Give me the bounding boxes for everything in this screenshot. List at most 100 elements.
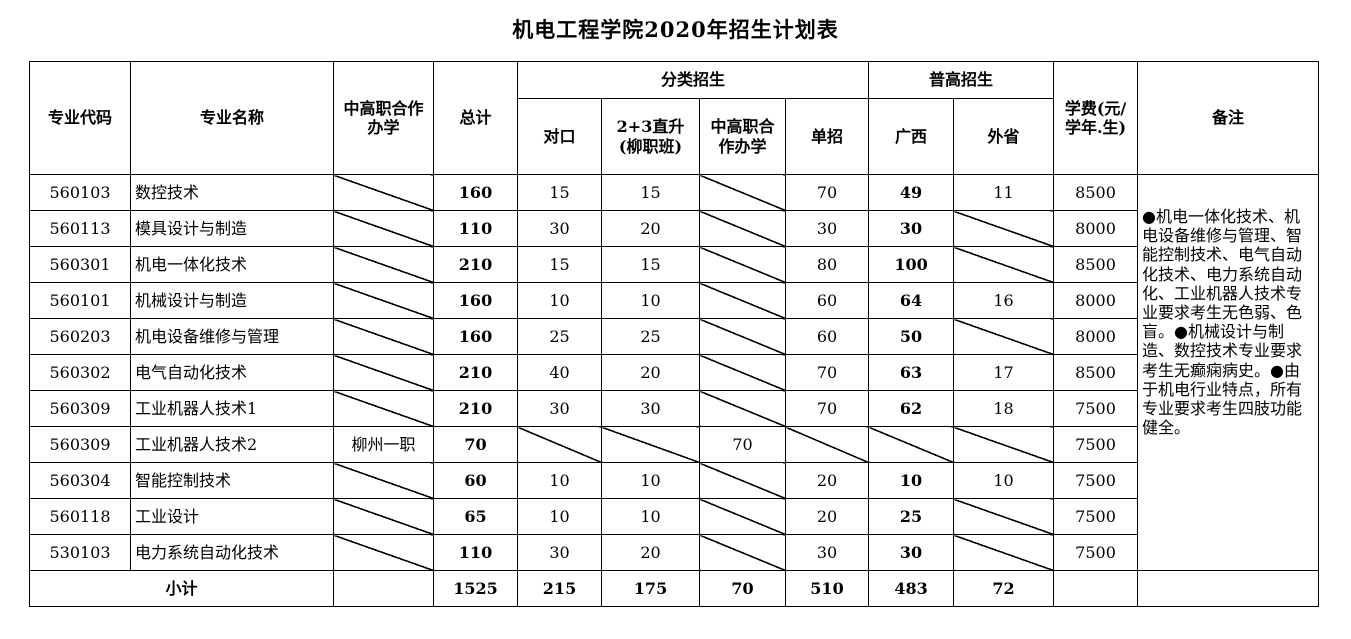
cell-name: 机电设备维修与管理 — [130, 318, 334, 355]
cell-danzhao: 20 — [784, 498, 870, 535]
cell-code: 530103 — [29, 534, 131, 571]
cell-total: 210 — [433, 246, 518, 283]
cell-waisheng — [953, 318, 1055, 355]
cell-coop — [333, 210, 434, 247]
cell-name: 数控技术 — [130, 174, 334, 211]
cell-guangxi: 30 — [868, 210, 955, 247]
cell-coop-sub — [699, 210, 786, 247]
subtotal-fee-empty — [1053, 570, 1139, 607]
cell-coop — [333, 462, 434, 499]
cell-code: 560113 — [29, 210, 131, 247]
cell-duikou: 15 — [517, 246, 602, 283]
cell-coop-sub: 70 — [699, 426, 786, 463]
cell-zhisheng — [601, 426, 700, 463]
cell-fee: 8500 — [1053, 354, 1139, 391]
cell-danzhao: 30 — [784, 534, 870, 571]
subtotal-zhisheng: 175 — [601, 570, 700, 607]
cell-zhisheng: 15 — [601, 246, 700, 283]
cell-zhisheng: 20 — [601, 354, 700, 391]
subtotal-row: 小计 1525 215 175 70 510 483 72 — [29, 570, 1320, 607]
cell-waisheng: 18 — [953, 390, 1055, 427]
enrollment-plan-table: 专业代码 专业名称 中高职合作办学 总计 分类招生 普高招生 学费(元/学年.生… — [29, 61, 1320, 607]
cell-coop — [333, 534, 434, 571]
cell-total: 70 — [433, 426, 518, 463]
cell-zhisheng: 10 — [601, 282, 700, 319]
cell-coop — [333, 318, 434, 355]
cell-duikou: 25 — [517, 318, 602, 355]
cell-guangxi: 64 — [868, 282, 955, 319]
subtotal-duikou: 215 — [517, 570, 602, 607]
subtotal-waisheng: 72 — [953, 570, 1055, 607]
cell-duikou: 30 — [517, 534, 602, 571]
header-danzhao: 单招 — [784, 98, 870, 175]
cell-name: 工业设计 — [130, 498, 334, 535]
cell-danzhao — [784, 426, 870, 463]
cell-coop-sub — [699, 354, 786, 391]
header-name: 专业名称 — [130, 61, 334, 175]
subtotal-guangxi: 483 — [868, 570, 955, 607]
cell-fee: 8500 — [1053, 174, 1139, 211]
cell-fee: 7500 — [1053, 426, 1139, 463]
cell-zhisheng: 25 — [601, 318, 700, 355]
cell-danzhao: 20 — [784, 462, 870, 499]
table-row: 560309 工业机器人技术2 柳州一职 70 70 7500 — [29, 426, 1319, 463]
cell-guangxi: 25 — [868, 498, 955, 535]
subtotal-remarks-empty — [1137, 570, 1320, 607]
cell-danzhao: 60 — [784, 282, 870, 319]
cell-name: 机电一体化技术 — [130, 246, 334, 283]
remarks-text: ●机电一体化技术、机电设备维修与管理、智能控制技术、电气自动化技术、电力系统自动… — [1137, 174, 1320, 571]
cell-coop-sub — [699, 534, 786, 571]
cell-coop — [333, 498, 434, 535]
cell-coop — [333, 390, 434, 427]
cell-zhisheng: 20 — [601, 210, 700, 247]
cell-duikou: 10 — [517, 498, 602, 535]
cell-fee: 8000 — [1053, 210, 1139, 247]
cell-code: 560304 — [29, 462, 131, 499]
cell-guangxi — [868, 426, 955, 463]
cell-guangxi: 49 — [868, 174, 955, 211]
cell-total: 110 — [433, 534, 518, 571]
subtotal-coop-empty — [333, 570, 434, 607]
cell-zhisheng: 10 — [601, 462, 700, 499]
table-row: 560304 智能控制技术 60 10 10 20 10 10 7500 — [29, 462, 1319, 499]
subtotal-label: 小计 — [29, 570, 334, 607]
cell-zhisheng: 10 — [601, 498, 700, 535]
header-code: 专业代码 — [29, 61, 131, 175]
header-coop: 中高职合作办学 — [333, 61, 434, 175]
table-row: 560302 电气自动化技术 210 40 20 70 63 17 8500 — [29, 354, 1319, 391]
cell-total: 110 — [433, 210, 518, 247]
cell-name: 工业机器人技术1 — [130, 390, 334, 427]
cell-coop-sub — [699, 390, 786, 427]
cell-guangxi: 50 — [868, 318, 955, 355]
cell-coop: 柳州一职 — [333, 426, 434, 463]
subtotal-coop-sub: 70 — [699, 570, 786, 607]
cell-danzhao: 70 — [784, 174, 870, 211]
cell-waisheng — [953, 534, 1055, 571]
header-coop-sub: 中高职合作办学 — [699, 98, 786, 175]
cell-code: 560309 — [29, 426, 131, 463]
cell-code: 560302 — [29, 354, 131, 391]
cell-fee: 8000 — [1053, 318, 1139, 355]
cell-name: 电气自动化技术 — [130, 354, 334, 391]
cell-fee: 7500 — [1053, 498, 1139, 535]
cell-waisheng — [953, 498, 1055, 535]
cell-waisheng — [953, 246, 1055, 283]
cell-danzhao: 70 — [784, 390, 870, 427]
header-general-group: 普高招生 — [868, 61, 1055, 99]
cell-guangxi: 63 — [868, 354, 955, 391]
cell-coop-sub — [699, 246, 786, 283]
header-fee: 学费(元/学年.生) — [1053, 61, 1139, 175]
cell-coop-sub — [699, 282, 786, 319]
cell-total: 160 — [433, 174, 518, 211]
table-row: 560113 模具设计与制造 110 30 20 30 30 8000 — [29, 210, 1319, 247]
cell-duikou: 10 — [517, 462, 602, 499]
cell-fee: 7500 — [1053, 390, 1139, 427]
header-waisheng: 外省 — [953, 98, 1055, 175]
cell-waisheng: 17 — [953, 354, 1055, 391]
header-duikou: 对口 — [517, 98, 602, 175]
cell-name: 电力系统自动化技术 — [130, 534, 334, 571]
cell-guangxi: 100 — [868, 246, 955, 283]
cell-fee: 7500 — [1053, 462, 1139, 499]
cell-guangxi: 30 — [868, 534, 955, 571]
cell-waisheng — [953, 426, 1055, 463]
